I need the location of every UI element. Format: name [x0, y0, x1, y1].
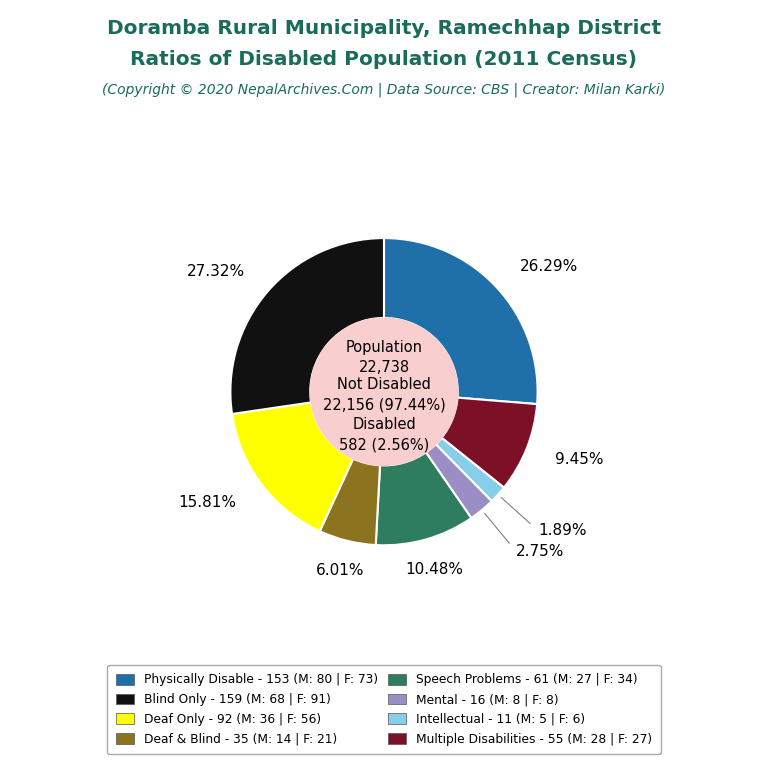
- Wedge shape: [230, 238, 384, 414]
- Text: 6.01%: 6.01%: [316, 563, 364, 578]
- Wedge shape: [319, 458, 380, 545]
- Text: Not Disabled
22,156 (97.44%): Not Disabled 22,156 (97.44%): [323, 377, 445, 412]
- Wedge shape: [384, 238, 538, 404]
- Text: Doramba Rural Municipality, Ramechhap District: Doramba Rural Municipality, Ramechhap Di…: [107, 19, 661, 38]
- Text: Disabled
582 (2.56%): Disabled 582 (2.56%): [339, 417, 429, 452]
- Text: Ratios of Disabled Population (2011 Census): Ratios of Disabled Population (2011 Cens…: [131, 50, 637, 69]
- Text: 1.89%: 1.89%: [538, 523, 587, 538]
- Wedge shape: [376, 452, 472, 545]
- Legend: Physically Disable - 153 (M: 80 | F: 73), Blind Only - 159 (M: 68 | F: 91), Deaf: Physically Disable - 153 (M: 80 | F: 73)…: [108, 665, 660, 754]
- Text: Population
22,738: Population 22,738: [346, 340, 422, 376]
- Wedge shape: [426, 444, 492, 518]
- Text: 15.81%: 15.81%: [178, 495, 237, 510]
- Text: 10.48%: 10.48%: [405, 561, 463, 577]
- Wedge shape: [442, 398, 537, 488]
- Text: (Copyright © 2020 NepalArchives.Com | Data Source: CBS | Creator: Milan Karki): (Copyright © 2020 NepalArchives.Com | Da…: [102, 82, 666, 97]
- Wedge shape: [435, 438, 504, 502]
- Text: 27.32%: 27.32%: [187, 263, 244, 279]
- Text: 2.75%: 2.75%: [516, 544, 564, 559]
- Wedge shape: [232, 402, 353, 531]
- Text: 26.29%: 26.29%: [519, 260, 578, 274]
- Circle shape: [310, 318, 458, 465]
- Text: 9.45%: 9.45%: [555, 452, 604, 467]
